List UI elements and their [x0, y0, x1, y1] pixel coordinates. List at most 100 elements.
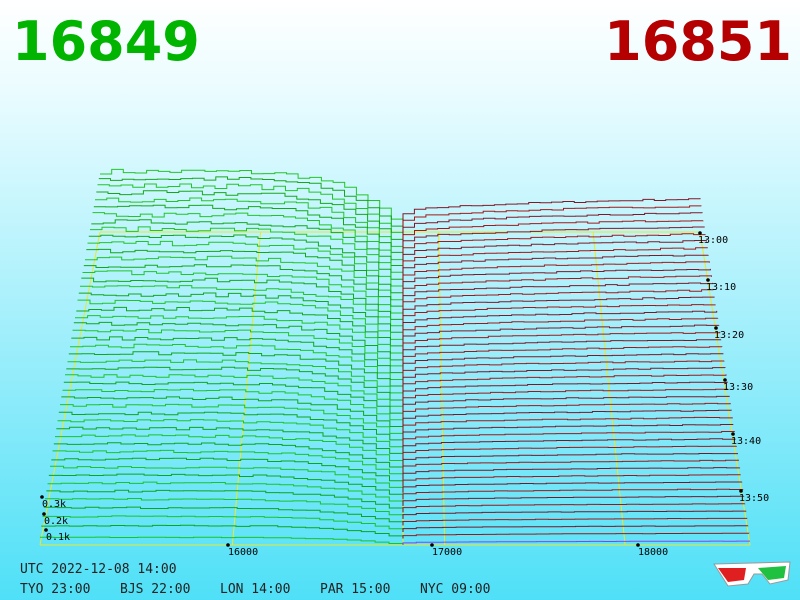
bid-depth-line: [46, 489, 404, 513]
volume-tick-label: 0.2k: [44, 516, 68, 527]
bid-depth-line: [90, 226, 404, 285]
zone-time: BJS 22:00: [120, 582, 190, 597]
bid-depth-line: [55, 434, 404, 467]
ask-depth-line: [402, 431, 735, 448]
ask-depth-line: [402, 503, 746, 513]
ask-depth-line: [402, 495, 745, 506]
ask-depth-line: [402, 212, 703, 245]
bid-depth-line: [88, 234, 404, 291]
bid-depth-line: [45, 498, 404, 519]
bid-depth-line: [71, 336, 404, 382]
tick-dot: [636, 543, 640, 547]
time-tick-label: 13:00: [698, 235, 728, 246]
frame-line: [231, 231, 262, 546]
bid-depth-line: [41, 524, 404, 539]
ask-depth-line: [402, 282, 713, 311]
time-tick-label: 13:40: [731, 436, 761, 447]
bid-price: 16849: [12, 10, 200, 73]
ask-depth-line: [402, 247, 708, 278]
ask-depth-line: [402, 409, 732, 428]
tick-dot: [44, 528, 48, 532]
ask-depth-line: [402, 346, 723, 369]
ask-depth-line: [402, 296, 715, 324]
ask-depth-line: [402, 388, 729, 409]
ask-depth-line: [402, 339, 722, 363]
ask-depth-line: [402, 198, 701, 232]
tick-dot: [40, 495, 44, 499]
ask-depth-line: [402, 438, 736, 454]
ask-depth-line: [402, 395, 730, 415]
time-tick-label: 13:50: [739, 493, 769, 504]
bid-depth-line: [82, 270, 404, 324]
ask-depth-line: [402, 424, 734, 441]
bid-depth-line: [75, 315, 404, 363]
depth-layers: [40, 168, 750, 545]
bid-depth-line: [51, 457, 404, 487]
bid-depth-line: [86, 248, 404, 304]
ask-depth-line: [402, 331, 721, 356]
bid-depth-line: [48, 473, 404, 500]
ask-depth-line: [402, 532, 750, 539]
ask-depth-line: [402, 540, 750, 545]
ask-depth-line: [402, 353, 724, 376]
ask-depth-line: [402, 467, 741, 480]
bid-depth-line: [93, 204, 404, 265]
bid-depth-line: [76, 306, 404, 356]
labels: 16849 16851 UTC 2022-12-08 14:00 16000 17…: [12, 10, 792, 597]
bid-depth-line: [52, 449, 404, 480]
bid-depth-line: [56, 426, 404, 461]
ask-depth-line: [402, 275, 712, 304]
bid-depth-line: [50, 465, 404, 493]
bid-depth-line: [95, 197, 404, 259]
ask-depth-line: [402, 289, 714, 317]
bid-depth-line: [91, 219, 404, 278]
bid-depth-line: [96, 190, 404, 252]
bid-depth-line: [66, 366, 404, 409]
bid-depth-line: [43, 506, 404, 526]
volume-tick-label: 0.1k: [46, 532, 70, 543]
bid-depth-line: [68, 351, 404, 395]
ask-depth-line: [402, 474, 741, 487]
ask-price: 16851: [604, 10, 792, 73]
ask-depth-line: [402, 261, 710, 291]
ask-depth-line: [402, 360, 725, 382]
bid-depth-line: [78, 292, 404, 343]
ask-depth-line: [402, 324, 720, 350]
bid-depth-line: [100, 168, 404, 232]
tick-dot: [698, 231, 702, 235]
ask-depth-line: [402, 416, 733, 435]
bid-depth-line: [87, 240, 404, 298]
bid-depth-line: [72, 329, 404, 376]
frame-line: [438, 231, 446, 546]
price-tick-label: 17000: [432, 547, 462, 558]
bid-depth-line: [47, 481, 404, 506]
ask-depth-line: [402, 445, 737, 461]
bid-depth-line: [42, 515, 404, 532]
zone-time: PAR 15:00: [320, 582, 390, 597]
bid-depth-line: [73, 321, 404, 369]
ask-depth-line: [402, 525, 749, 532]
utc-time: UTC 2022-12-08 14:00: [20, 562, 177, 577]
frame-line: [592, 231, 626, 546]
tick-dot: [706, 278, 710, 282]
bid-depth-line: [70, 343, 404, 389]
ask-depth-line: [402, 310, 718, 337]
bid-depth-line: [98, 176, 404, 239]
bid-depth-line: [60, 403, 404, 441]
bid-depth-line: [40, 536, 404, 545]
zone-time: TYO 23:00: [20, 582, 90, 597]
bid-depth-line: [85, 255, 404, 311]
bid-depth-line: [81, 277, 404, 330]
ask-depth-line: [402, 510, 747, 519]
tick-dot: [731, 432, 735, 436]
bid-depth-line: [67, 359, 404, 402]
tick-dot: [226, 543, 230, 547]
ask-depth-line: [402, 254, 709, 285]
ask-depth-line: [402, 402, 731, 422]
bid-depth-line: [97, 183, 404, 245]
time-tick-label: 13:30: [723, 382, 753, 393]
ask-depth-line: [402, 220, 704, 252]
tick-dot: [430, 543, 434, 547]
ask-depth-line: [402, 481, 743, 493]
